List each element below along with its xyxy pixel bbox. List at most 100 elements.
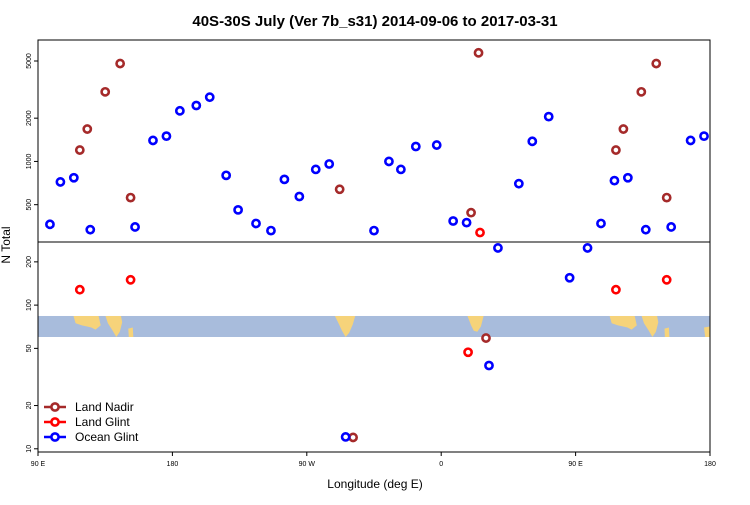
map-band-ocean <box>38 315 710 337</box>
data-point <box>348 432 358 443</box>
data-point <box>221 170 232 181</box>
data-point <box>596 218 606 229</box>
y-tick-label: 2000 <box>26 110 33 126</box>
data-point <box>369 225 379 236</box>
x-tick-label: 90 E <box>568 461 583 468</box>
data-point <box>82 124 93 134</box>
x-tick-label: 0 <box>439 461 443 468</box>
data-point <box>431 140 442 150</box>
data-point <box>640 224 651 235</box>
data-point <box>161 131 172 142</box>
data-point <box>68 172 79 183</box>
plot-frame <box>37 39 711 453</box>
y-tick-label: 20 <box>26 402 33 410</box>
data-point <box>395 164 406 175</box>
y-tick-label: 10 <box>26 445 33 453</box>
data-point <box>651 58 662 69</box>
data-point <box>310 164 321 175</box>
x-axis-label: Longitude (deg E) <box>327 477 422 491</box>
legend-label: Land Nadir <box>75 400 134 414</box>
data-point <box>661 274 672 285</box>
land-shape <box>73 316 101 330</box>
plot-area: 90 E 180 90 W 0 90 E 180 10 20 50 100 200 500 1000 20… <box>26 39 716 468</box>
data-point <box>466 207 476 218</box>
legend-label: Ocean Glint <box>75 430 139 444</box>
data-point <box>618 124 629 134</box>
data-point <box>115 58 126 69</box>
data-point <box>493 243 503 253</box>
data-point <box>174 105 185 116</box>
data-point <box>130 222 140 232</box>
data-point <box>622 172 633 183</box>
data-point <box>148 135 158 146</box>
y-tick-label: 5000 <box>26 53 33 69</box>
land-shape <box>105 316 123 337</box>
data-point <box>611 284 621 295</box>
land-shape <box>467 316 484 332</box>
x-tick-label: 90 E <box>31 461 46 468</box>
data-point <box>55 177 66 187</box>
land-shape <box>128 327 134 337</box>
y-tick-label: 200 <box>26 256 33 268</box>
data-point <box>685 135 696 146</box>
data-point <box>473 47 484 58</box>
data-point <box>45 219 55 230</box>
data-point <box>334 184 345 195</box>
data-point <box>448 216 459 226</box>
data-point <box>100 86 111 97</box>
data-point <box>340 432 351 442</box>
data-point <box>582 243 593 253</box>
data-point <box>513 178 524 189</box>
data-point <box>191 100 202 111</box>
data-point <box>125 192 136 203</box>
data-point <box>543 111 554 122</box>
data-point <box>233 204 244 215</box>
data-point <box>324 159 335 169</box>
data-point <box>125 274 136 285</box>
land-shape <box>609 316 637 330</box>
data-point <box>564 272 575 283</box>
chart-title: 40S-30S July (Ver 7b_s31) 2014-09-06 to … <box>192 13 557 30</box>
data-point <box>611 145 621 155</box>
land-shape <box>704 326 710 337</box>
data-point <box>636 86 647 97</box>
map-band-land <box>73 316 710 337</box>
legend-marker <box>50 432 60 442</box>
data-point <box>204 92 215 103</box>
data-point <box>266 225 276 236</box>
data-point <box>410 141 421 152</box>
legend-marker <box>50 402 60 412</box>
y-tick-label: 100 <box>26 299 33 311</box>
data-point <box>484 360 494 371</box>
x-tick-label: 90 W <box>299 461 316 468</box>
data-point <box>699 131 709 142</box>
data-point <box>475 227 485 238</box>
data-point <box>279 174 290 185</box>
data-point <box>661 192 672 203</box>
data-point <box>384 156 394 167</box>
data-point <box>251 218 261 229</box>
data-point <box>85 224 96 235</box>
y-axis-label: N Total <box>0 226 13 263</box>
land-shape <box>664 327 670 337</box>
data-point <box>609 175 620 186</box>
data-point <box>463 347 473 358</box>
legend-label: Land Glint <box>75 415 130 429</box>
data-point <box>666 222 677 232</box>
series-2 <box>45 92 709 442</box>
x-tick-label: 180 <box>167 461 179 468</box>
data-point <box>74 284 85 295</box>
land-shape <box>641 316 659 337</box>
series-0 <box>74 47 672 443</box>
legend-marker <box>50 417 60 427</box>
data-point <box>461 217 472 228</box>
data-point <box>527 136 538 147</box>
y-tick-label: 1000 <box>26 154 33 170</box>
land-shape <box>334 316 356 337</box>
data-point <box>481 333 491 343</box>
series-1 <box>74 227 672 358</box>
x-tick-label: 180 <box>704 461 716 468</box>
